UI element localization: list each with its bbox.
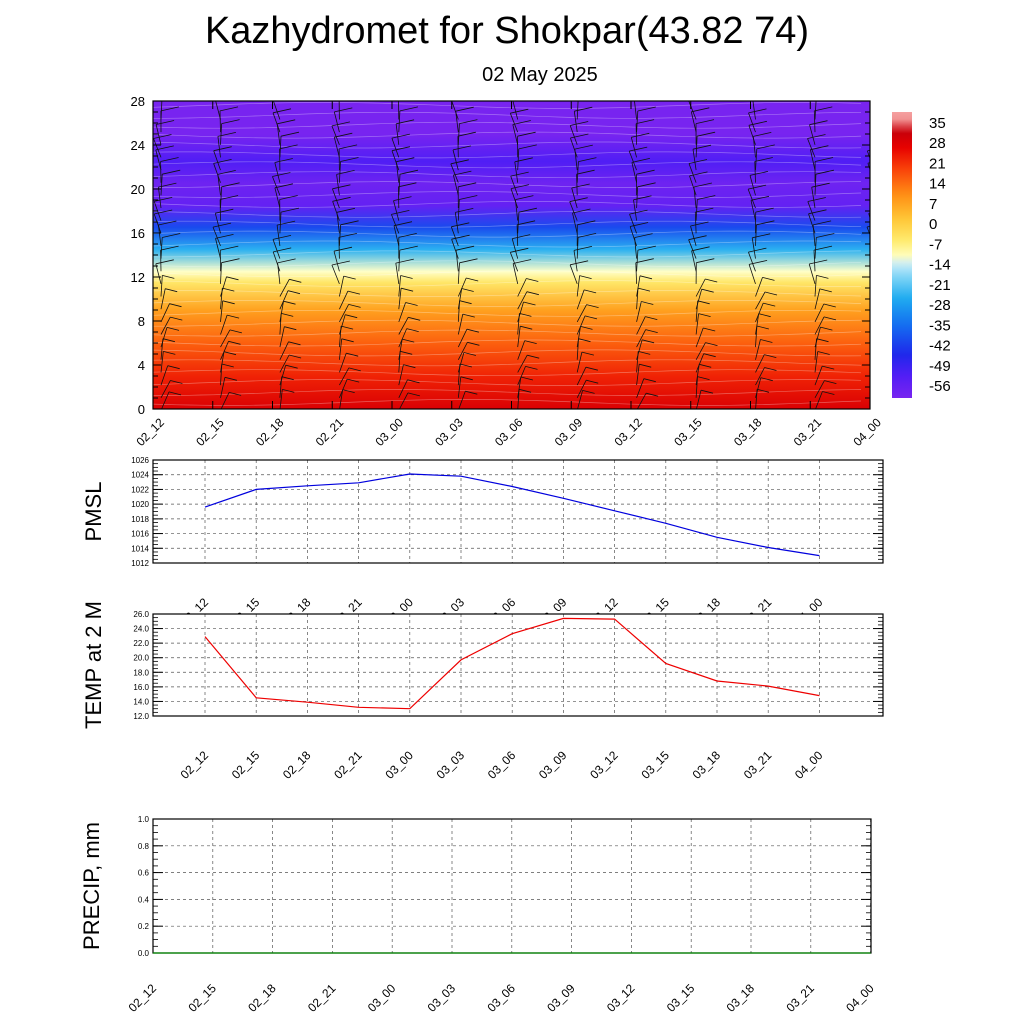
y-tick-label: 0.6 [138, 869, 150, 878]
x-tick-label: 03_06 [484, 981, 518, 1015]
y-tick-label: 1012 [131, 559, 149, 568]
y-tick-label: 12.0 [133, 712, 149, 721]
y-axis-title: PRECIP, mm [79, 822, 104, 950]
y-tick-label: 12 [131, 270, 145, 285]
y-tick-label: 20 [131, 182, 145, 197]
y-tick-label: 0.4 [138, 895, 150, 904]
y-tick-label: 0.0 [138, 949, 150, 958]
y-tick-label: 16 [131, 226, 145, 241]
y-tick-label: 26.0 [133, 610, 149, 619]
x-tick-label: 02_18 [245, 981, 279, 1015]
colorbar-label: 7 [929, 196, 937, 213]
x-tick-label: 03_15 [638, 748, 672, 782]
y-axis-title: TEMP at 2 M [81, 601, 106, 729]
x-tick-label: 04_00 [843, 981, 877, 1015]
x-tick-label: 03_03 [434, 748, 468, 782]
x-tick-label: 02_15 [185, 981, 219, 1015]
y-tick-label: 1016 [131, 530, 149, 539]
x-tick-label: 03_03 [425, 981, 459, 1015]
x-tick-label: 04_00 [792, 748, 826, 782]
x-tick-label: 03_03 [432, 415, 466, 449]
x-tick-label: 03_09 [536, 748, 570, 782]
colorbar-label: 21 [929, 155, 946, 172]
x-tick-label: 04_00 [850, 415, 884, 449]
colorbar [892, 112, 912, 398]
x-tick-label: 03_18 [731, 415, 765, 449]
y-tick-label: 1018 [131, 515, 149, 524]
colorbar-label: -7 [929, 236, 942, 253]
x-tick-label: 03_15 [664, 981, 698, 1015]
colorbar-label: -14 [929, 257, 951, 274]
x-tick-label: 03_12 [587, 748, 621, 782]
x-tick-label: 03_00 [372, 415, 406, 449]
x-tick-label: 03_18 [690, 748, 724, 782]
y-tick-label: 22.0 [133, 639, 149, 648]
x-tick-label: 02_15 [193, 415, 227, 449]
colorbar-label: -49 [929, 358, 951, 375]
colorbar-label: 28 [929, 135, 946, 152]
y-tick-label: 8 [138, 314, 145, 329]
x-tick-label: 02_18 [280, 748, 314, 782]
x-tick-label: 03_18 [724, 981, 758, 1015]
series-line [204, 473, 820, 557]
plot-area [153, 460, 883, 563]
x-tick-label: 02_18 [253, 415, 287, 449]
chart-title: Kazhydromet for Shokpar(43.82 74) [204, 10, 810, 52]
x-tick-label: 02_12 [133, 415, 167, 449]
x-tick-label: 02_15 [229, 748, 263, 782]
y-tick-label: 0.2 [138, 922, 150, 931]
x-tick-label: 02_21 [331, 748, 365, 782]
y-tick-label: 24 [131, 138, 145, 153]
x-tick-label: 02_12 [126, 981, 160, 1015]
x-tick-label: 03_12 [611, 415, 645, 449]
y-axis-title: PMSL [81, 482, 106, 542]
y-tick-label: 28 [131, 94, 145, 109]
plot-area [153, 614, 883, 716]
wind-barbs [153, 101, 870, 409]
x-tick-label: 03_00 [365, 981, 399, 1015]
x-tick-label: 03_15 [671, 415, 705, 449]
y-tick-label: 1022 [131, 485, 149, 494]
colorbar-label: -21 [929, 277, 951, 294]
colorbar-label: 35 [929, 115, 946, 132]
x-tick-label: 03_21 [791, 415, 825, 449]
y-tick-label: 18.0 [133, 668, 149, 677]
colorbar-label: -42 [929, 338, 951, 355]
colorbar-label: -28 [929, 297, 951, 314]
x-tick-label: 03_09 [552, 415, 586, 449]
colorbar-label: -56 [929, 378, 951, 395]
y-tick-label: 1026 [131, 456, 149, 465]
y-tick-label: 24.0 [133, 625, 149, 634]
colorbar-label: 14 [929, 176, 946, 193]
y-tick-label: 1.0 [138, 815, 150, 824]
x-tick-label: 02_21 [305, 981, 339, 1015]
colorbar-label: 0 [929, 216, 937, 233]
x-tick-label: 03_09 [544, 981, 578, 1015]
y-tick-label: 14.0 [133, 697, 149, 706]
series-line [204, 617, 820, 710]
x-tick-label: 02_12 [178, 748, 212, 782]
x-tick-label: 03_21 [783, 981, 817, 1015]
x-tick-label: 03_06 [485, 748, 519, 782]
y-tick-label: 20.0 [133, 654, 149, 663]
y-tick-label: 1024 [131, 471, 149, 480]
x-tick-label: 03_12 [604, 981, 638, 1015]
y-tick-label: 0 [138, 402, 145, 417]
x-tick-label: 03_00 [382, 748, 416, 782]
contour-lines [153, 102, 862, 406]
x-tick-label: 02_21 [313, 415, 347, 449]
y-tick-label: 0.8 [138, 842, 150, 851]
y-tick-label: 1020 [131, 500, 149, 509]
y-tick-label: 4 [138, 358, 145, 373]
y-tick-label: 16.0 [133, 683, 149, 692]
x-tick-label: 03_06 [492, 415, 526, 449]
y-tick-label: 1014 [131, 544, 149, 553]
colorbar-label: -35 [929, 317, 951, 334]
chart-subtitle: 02 May 2025 [482, 64, 598, 86]
x-tick-label: 03_21 [741, 748, 775, 782]
